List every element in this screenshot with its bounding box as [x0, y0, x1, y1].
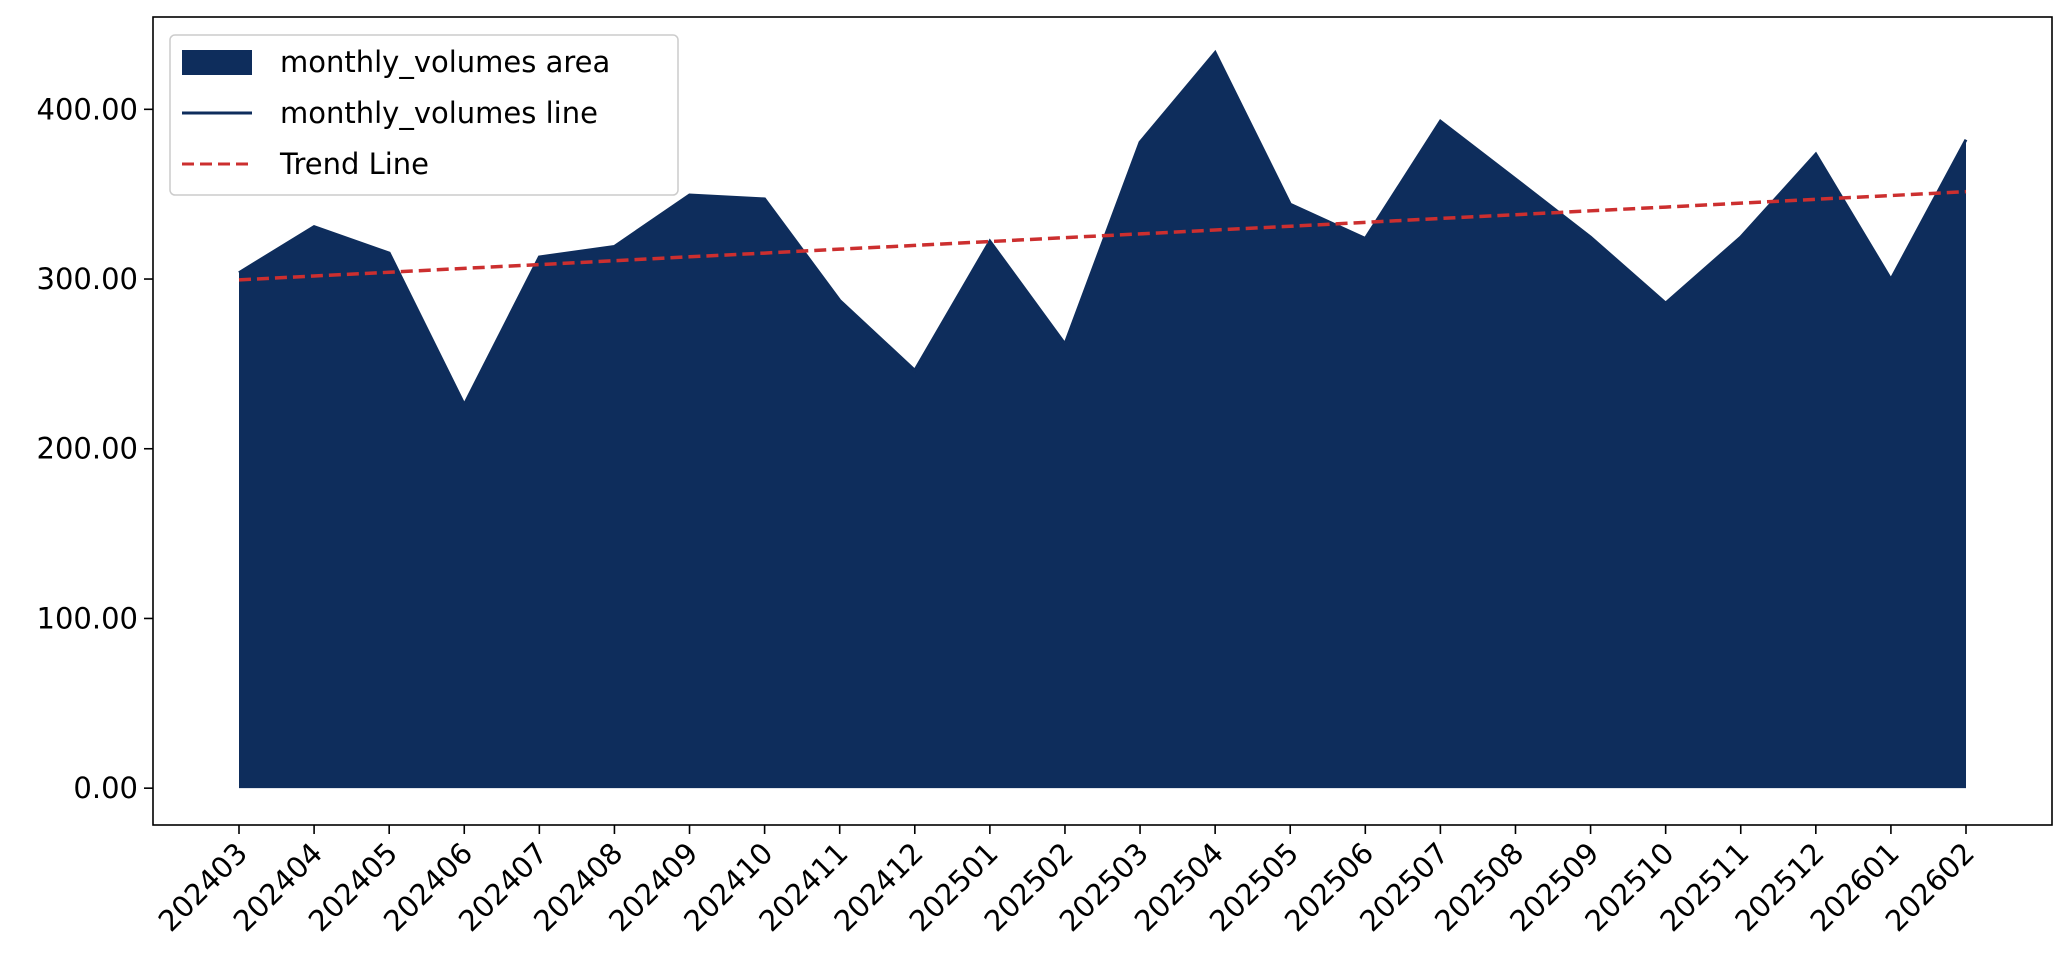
legend-label: monthly_volumes line — [280, 96, 598, 130]
legend-label: monthly_volumes area — [280, 45, 610, 79]
y-tick-label: 400.00 — [37, 92, 138, 126]
line — [238, 49, 1968, 408]
legend: monthly_volumes area monthly_volumes line… — [169, 34, 679, 196]
trend-line — [238, 189, 1967, 282]
area — [239, 52, 1966, 789]
y-tick-label: 300.00 — [37, 262, 138, 296]
legend-swatch — [182, 50, 252, 75]
y-tick-label: 0.00 — [73, 771, 138, 805]
legend-box — [169, 34, 679, 196]
legend-label: Trend Line — [279, 147, 429, 181]
plot-frame — [152, 16, 2053, 826]
y-tick-label: 200.00 — [37, 432, 138, 466]
y-tick-label: 100.00 — [37, 601, 138, 635]
